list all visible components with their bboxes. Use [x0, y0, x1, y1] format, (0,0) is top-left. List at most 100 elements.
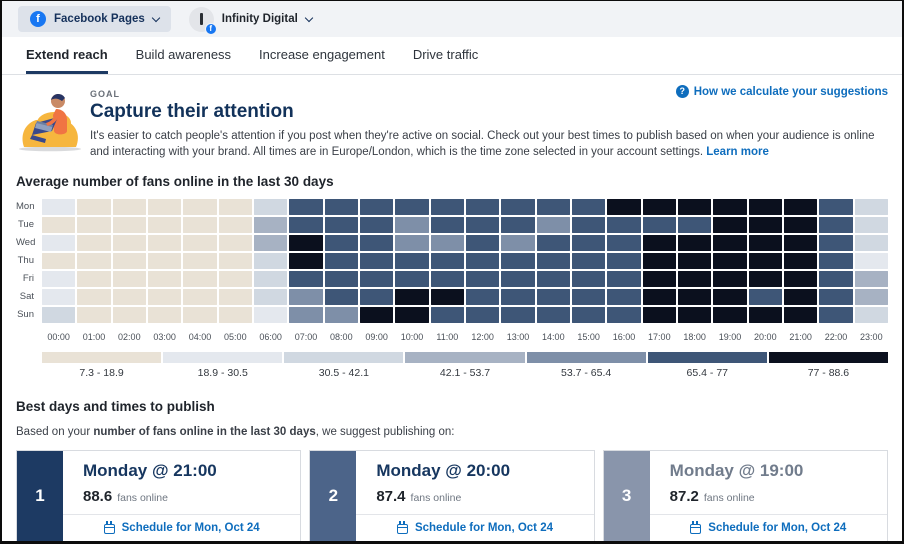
heatmap-cell	[77, 271, 111, 287]
fans-online-value: 87.4 fans online	[376, 488, 579, 505]
heatmap-cell	[218, 235, 252, 251]
heatmap-cell	[677, 289, 712, 305]
heatmap-cell	[359, 217, 394, 233]
heatmap-cell	[253, 307, 288, 323]
goal-section: GOAL Capture their attention It's easier…	[2, 75, 902, 164]
heatmap-cell	[253, 271, 288, 287]
tab-extend-reach[interactable]: Extend reach	[26, 47, 108, 74]
heatmap-cell	[42, 271, 76, 287]
heatmap-cell	[501, 271, 535, 287]
heatmap-cell	[536, 289, 570, 305]
fans-online-value: 88.6 fans online	[83, 488, 286, 505]
legend-segment: 30.5 - 42.1	[284, 352, 404, 379]
hour-label: 07:00	[294, 332, 318, 342]
help-link[interactable]: ? How we calculate your suggestions	[675, 85, 888, 98]
heatmap-cell	[359, 271, 394, 287]
card-main: Monday @ 20:00 87.4 fans online Schedule fo…	[356, 451, 594, 541]
heatmap-cell	[748, 289, 782, 305]
heatmap-cell	[112, 253, 146, 269]
heatmap-cell	[607, 271, 641, 287]
day-label: Mon	[16, 201, 35, 212]
heatmap-cell	[783, 217, 818, 233]
heatmap-cell	[77, 217, 111, 233]
hour-label: 23:00	[860, 332, 883, 342]
heatmap-cell	[112, 271, 146, 287]
heatmap-cell	[607, 235, 641, 251]
fans-online-unit: fans online	[117, 492, 168, 504]
hour-label: 14:00	[542, 332, 565, 342]
heatmap-cell	[536, 253, 570, 269]
heatmap-cell	[430, 235, 464, 251]
heatmap-cell	[713, 235, 747, 251]
learn-more-link[interactable]: Learn more	[706, 146, 769, 158]
heatmap-cell	[748, 253, 782, 269]
heatmap-cell	[395, 253, 429, 269]
heatmap-cell	[218, 307, 252, 323]
heatmap-cell	[607, 199, 641, 215]
heatmap-cell	[183, 235, 217, 251]
facebook-icon: f	[30, 11, 46, 27]
heatmap-section: Mon Tue Wed Thu Fri Sat Sun 00:00 01:00 02:00 03:…	[2, 199, 902, 379]
tab-build-awareness[interactable]: Build awareness	[135, 47, 232, 62]
day-label: Wed	[16, 237, 36, 248]
legend-label: 18.9 - 30.5	[197, 367, 248, 379]
heatmap-cell	[324, 235, 358, 251]
heatmap-cell	[183, 289, 217, 305]
goal-title: Capture their attention	[90, 101, 294, 122]
account-selector[interactable]: f Infinity Digital	[188, 6, 314, 35]
pages-selector[interactable]: f Facebook Pages	[18, 6, 171, 32]
calendar-icon	[396, 521, 408, 534]
goal-text: GOAL Capture their attention It's easier…	[90, 87, 888, 160]
goal-illustration	[12, 87, 90, 160]
heatmap-cell	[183, 271, 217, 287]
heatmap-title: Average number of fans online in the las…	[16, 174, 334, 189]
heatmap-cell	[147, 217, 182, 233]
heatmap-cell	[571, 253, 606, 269]
hour-label: 15:00	[577, 332, 600, 342]
heatmap-cell	[112, 307, 146, 323]
heatmap-cell	[642, 253, 676, 269]
heatmap-legend: 7.3 - 18.9 18.9 - 30.5 30.5 - 42.1 42.1 - 5…	[42, 352, 888, 379]
heatmap-cell	[289, 253, 323, 269]
heatmap-cell	[430, 199, 464, 215]
tab-drive-traffic[interactable]: Drive traffic	[412, 47, 479, 62]
heatmap-cell	[748, 217, 782, 233]
heatmap-cell	[395, 307, 429, 323]
heatmap-cell	[783, 271, 818, 287]
suggestion-card: 1 Monday @ 21:00 88.6 fans online Schedule f…	[16, 450, 302, 541]
goal-description: It's easier to catch people's attention …	[90, 128, 888, 160]
card-content: Monday @ 20:00 87.4 fans online	[356, 451, 593, 514]
heatmap-cell	[536, 199, 570, 215]
schedule-button[interactable]: Schedule for Mon, Oct 24	[396, 521, 553, 534]
heatmap-cell	[183, 217, 217, 233]
heatmap-cell	[324, 217, 358, 233]
heatmap-cell	[819, 217, 853, 233]
heatmap-cell	[465, 271, 500, 287]
subtitle-bold: number of fans online in the last 30 day…	[93, 426, 316, 438]
hour-label: 06:00	[259, 332, 282, 342]
hour-label: 05:00	[224, 332, 247, 342]
heatmap-cell	[571, 217, 606, 233]
heatmap-cell	[430, 253, 464, 269]
heatmap-cell	[112, 217, 146, 233]
schedule-button[interactable]: Schedule for Mon, Oct 24	[690, 521, 846, 534]
heatmap-cell	[77, 199, 111, 215]
heatmap-cell	[607, 217, 641, 233]
heatmap-cell	[854, 289, 888, 305]
heatmap-cell	[819, 271, 853, 287]
heatmap-cell	[854, 199, 888, 215]
card-main: Monday @ 19:00 87.2 fans online Schedule fo…	[649, 451, 887, 541]
hour-label: 01:00	[82, 332, 106, 342]
heatmap-cell	[77, 289, 111, 305]
tab-increase-engagement[interactable]: Increase engagement	[259, 47, 385, 62]
heatmap-cell	[854, 217, 888, 233]
heatmap-cell	[253, 199, 288, 215]
heatmap-cell	[819, 199, 853, 215]
heatmap-cell	[536, 271, 570, 287]
heatmap-cell	[218, 253, 252, 269]
schedule-button[interactable]: Schedule for Mon, Oct 24	[103, 521, 260, 534]
card-footer: Schedule for Mon, Oct 24	[649, 514, 887, 541]
legend-segment: 18.9 - 30.5	[163, 352, 283, 379]
calendar-icon	[690, 521, 702, 534]
heatmap-cell	[748, 271, 782, 287]
